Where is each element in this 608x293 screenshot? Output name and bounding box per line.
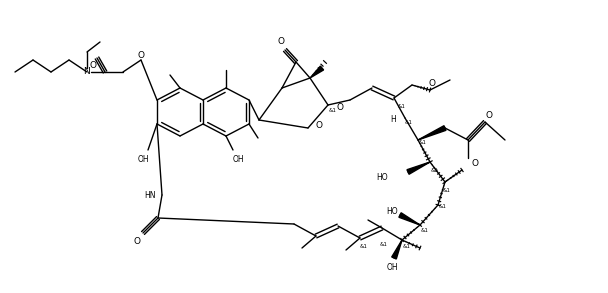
Text: OH: OH [386, 263, 398, 272]
Text: HO: HO [386, 207, 398, 215]
Text: &1: &1 [439, 205, 447, 209]
Polygon shape [407, 162, 430, 174]
Text: O: O [316, 120, 323, 130]
Text: &1: &1 [419, 139, 427, 144]
Text: O: O [486, 112, 492, 120]
Text: &1: &1 [443, 188, 451, 193]
Text: O: O [336, 103, 344, 112]
Text: OH: OH [232, 154, 244, 163]
Text: O: O [471, 159, 478, 168]
Polygon shape [399, 213, 420, 225]
Text: O: O [137, 50, 145, 59]
Text: &1: &1 [431, 168, 439, 173]
Text: OH: OH [137, 154, 149, 163]
Text: &1: &1 [405, 120, 413, 125]
Text: HO: HO [376, 173, 388, 183]
Text: &1: &1 [421, 229, 429, 234]
Text: O: O [89, 62, 97, 71]
Text: &1: &1 [398, 103, 406, 108]
Polygon shape [418, 126, 446, 140]
Text: N: N [84, 67, 91, 76]
Text: O: O [429, 79, 435, 88]
Text: &1: &1 [380, 243, 388, 248]
Polygon shape [392, 240, 402, 259]
Text: &1: &1 [403, 243, 411, 248]
Text: O: O [134, 238, 140, 246]
Text: HN: HN [145, 190, 156, 200]
Polygon shape [310, 66, 323, 78]
Text: O: O [277, 38, 285, 47]
Text: &1: &1 [360, 243, 368, 248]
Text: &1: &1 [329, 108, 337, 113]
Text: H: H [390, 115, 396, 125]
